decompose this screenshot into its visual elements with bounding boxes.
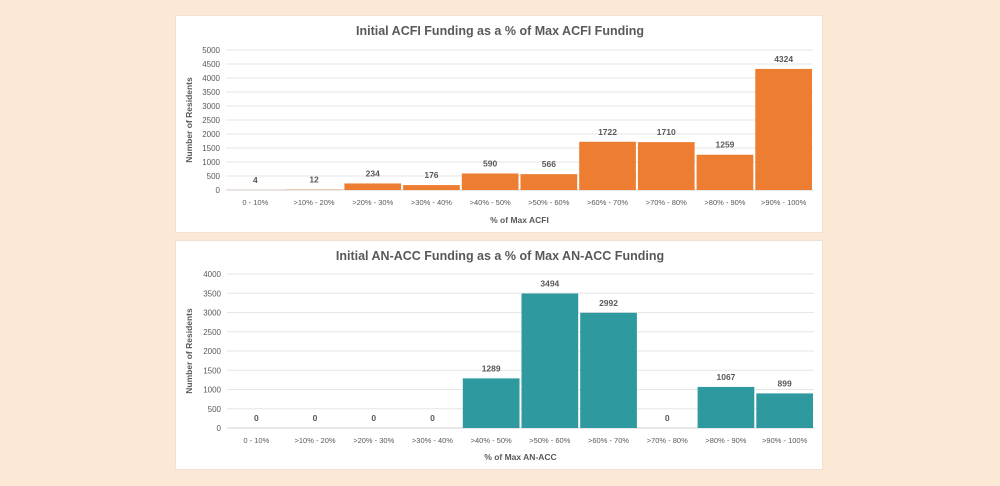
y-tick-label: 5000: [202, 46, 220, 55]
bar: [696, 154, 754, 190]
x-tick-label: >70% - 80%: [647, 436, 688, 445]
y-tick-label: 1000: [202, 158, 220, 167]
data-label: 4: [253, 175, 258, 185]
y-tick-label: 500: [208, 405, 222, 414]
x-tick-label: 0 - 10%: [243, 436, 269, 445]
x-tick-label: >50% - 60%: [528, 198, 569, 207]
bar: [756, 393, 813, 428]
data-label: 4324: [774, 54, 793, 64]
y-tick-label: 3500: [203, 289, 221, 298]
x-tick-label: 0 - 10%: [242, 198, 268, 207]
x-tick-label: >20% - 30%: [353, 436, 394, 445]
y-tick-label: 4000: [202, 74, 220, 83]
bar: [462, 378, 520, 428]
data-label: 590: [483, 158, 497, 168]
bar: [579, 141, 636, 190]
x-tick-label: >30% - 40%: [412, 436, 453, 445]
data-label: 0: [665, 413, 670, 423]
y-tick-label: 500: [207, 172, 221, 181]
y-tick-label: 4500: [202, 60, 220, 69]
bar: [755, 68, 812, 190]
x-tick-label: >10% - 20%: [294, 198, 335, 207]
data-label: 1259: [715, 140, 734, 150]
y-tick-label: 0: [216, 186, 221, 195]
x-tick-label: >30% - 40%: [411, 198, 452, 207]
x-tick-label: >40% - 50%: [471, 436, 512, 445]
y-tick-label: 2000: [202, 130, 220, 139]
bar: [520, 174, 578, 190]
y-tick-label: 3500: [202, 88, 220, 97]
x-axis-title: % of Max ACFI: [490, 215, 549, 225]
bar: [461, 173, 519, 190]
x-tick-label: >60% - 70%: [587, 198, 628, 207]
bar: [580, 312, 637, 428]
x-tick-label: >70% - 80%: [646, 198, 687, 207]
data-label: 1289: [482, 363, 501, 373]
y-tick-label: 3000: [202, 102, 220, 111]
data-label: 1722: [598, 127, 617, 137]
x-tick-label: >10% - 20%: [295, 436, 336, 445]
bar: [697, 386, 755, 428]
data-label: 0: [371, 413, 376, 423]
data-label: 2992: [599, 298, 618, 308]
data-label: 0: [254, 413, 259, 423]
y-tick-label: 2500: [203, 328, 221, 337]
acfi-chart: Initial ACFI Funding as a % of Max ACFI …: [184, 24, 813, 225]
y-tick-label: 2000: [203, 347, 221, 356]
x-tick-label: >50% - 60%: [529, 436, 570, 445]
data-label: 12: [309, 175, 319, 185]
data-label: 1710: [657, 127, 676, 137]
chart-title: Initial ACFI Funding as a % of Max ACFI …: [356, 24, 644, 38]
x-tick-label: >40% - 50%: [470, 198, 511, 207]
acfi-chart-card: Initial ACFI Funding as a % of Max ACFI …: [175, 15, 823, 233]
y-axis-title: Number of Residents: [184, 308, 194, 394]
y-axis-title: Number of Residents: [184, 77, 194, 163]
data-label: 1067: [716, 372, 735, 382]
x-tick-label: >80% - 90%: [705, 436, 746, 445]
y-tick-label: 1000: [203, 386, 221, 395]
y-tick-label: 1500: [202, 144, 220, 153]
data-label: 0: [430, 413, 435, 423]
anacc-chart: Initial AN-ACC Funding as a % of Max AN-…: [184, 249, 814, 462]
data-label: 234: [366, 168, 380, 178]
data-label: 566: [542, 159, 556, 169]
bar: [344, 183, 402, 190]
x-tick-label: >90% - 100%: [762, 436, 808, 445]
x-axis-title: % of Max AN-ACC: [484, 452, 556, 462]
x-tick-label: >20% - 30%: [352, 198, 393, 207]
y-tick-label: 2500: [202, 116, 220, 125]
y-tick-label: 1500: [203, 366, 221, 375]
bar: [403, 185, 460, 190]
y-tick-label: 4000: [203, 270, 221, 279]
x-tick-label: >90% - 100%: [761, 198, 807, 207]
bar: [637, 142, 695, 190]
data-label: 0: [313, 413, 318, 423]
y-tick-label: 0: [217, 424, 222, 433]
data-label: 899: [778, 378, 792, 388]
data-label: 3494: [540, 278, 559, 288]
chart-title: Initial AN-ACC Funding as a % of Max AN-…: [336, 249, 664, 263]
x-tick-label: >80% - 90%: [704, 198, 745, 207]
anacc-chart-card: Initial AN-ACC Funding as a % of Max AN-…: [175, 240, 823, 470]
bar: [521, 293, 579, 428]
x-tick-label: >60% - 70%: [588, 436, 629, 445]
y-tick-label: 3000: [203, 309, 221, 318]
data-label: 176: [424, 170, 438, 180]
